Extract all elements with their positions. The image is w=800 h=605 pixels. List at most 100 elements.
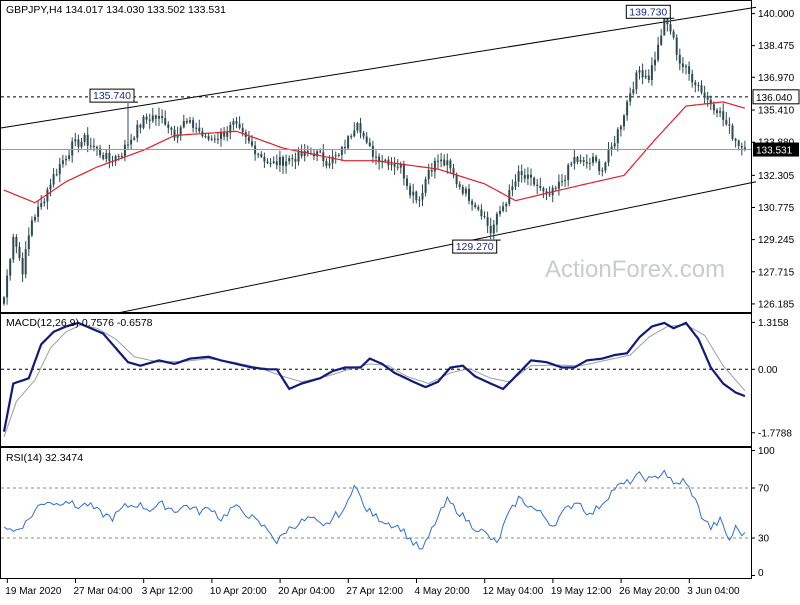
annotation-label: 129.270 [456, 241, 494, 253]
candle-body [716, 110, 718, 113]
candle-body [282, 156, 284, 166]
channel-upper-line [0, 6, 757, 129]
candle-body [288, 158, 291, 162]
candle-body [486, 217, 489, 226]
rsi-y-tick-label: 100 [758, 446, 775, 457]
candle-body [514, 181, 517, 187]
candle-body [337, 154, 340, 156]
candle-body [452, 168, 455, 175]
candle-body [660, 35, 663, 45]
candle-body [297, 151, 300, 162]
candle-body [96, 147, 98, 149]
candle-body [120, 155, 123, 157]
candle-body [9, 259, 12, 276]
candle-body [241, 127, 244, 133]
candle-body [158, 115, 160, 119]
candle-body [672, 31, 675, 38]
candle-body [216, 139, 219, 141]
candle-body [709, 99, 712, 105]
candle-body [731, 125, 734, 139]
candle-body [154, 115, 157, 119]
current-price-line: 133.531 [1, 142, 799, 157]
candle-body [247, 137, 250, 142]
candle-body [480, 209, 483, 217]
candle-body [523, 174, 526, 179]
rsi-panel-title: RSI(14) 32.3474 [6, 452, 83, 464]
candle-body [455, 174, 458, 185]
candle-body [471, 200, 474, 205]
candle-body [619, 126, 622, 130]
candle-body [418, 199, 421, 201]
candle-body [269, 162, 272, 164]
resistance-price-label: 136.040 [756, 93, 793, 104]
candle-body [567, 164, 570, 180]
candle-body [235, 121, 238, 124]
ohlc-readout: 134.017 134.030 133.502 133.531 [62, 4, 226, 16]
candle-body [688, 66, 691, 74]
candle-body [592, 156, 594, 163]
rsi-y-tick-label: 70 [758, 484, 770, 495]
candle-body [468, 188, 470, 201]
candle-body [607, 149, 610, 163]
candle-body [133, 137, 136, 140]
candle-body [365, 136, 368, 143]
candle-body [3, 297, 5, 304]
candle-body [443, 159, 446, 166]
candle-body [55, 174, 58, 176]
candle-body [734, 138, 737, 141]
candle-body [678, 54, 681, 64]
candle-body [114, 156, 117, 162]
candle-body [669, 24, 672, 32]
price-y-tick-label: 138.475 [758, 41, 795, 52]
candle-body [706, 95, 709, 100]
candle-body [192, 120, 195, 128]
candle-body [502, 206, 505, 211]
candle-body [195, 127, 198, 129]
candle-body [344, 147, 346, 149]
candle-body [34, 216, 36, 221]
x-tick-label: 27 Mar 04:00 [74, 586, 133, 597]
candle-body [65, 158, 67, 161]
rsi-y-tick-label: 0 [758, 568, 764, 579]
candle-body [151, 115, 154, 121]
candle-body [117, 156, 120, 158]
candle-body [46, 189, 49, 202]
price-y-axis: 140.000138.475136.970135.410133.880132.3… [751, 9, 795, 310]
price-panel-title: GBPJPY,H4 134.017 134.030 133.502 133.53… [6, 4, 226, 16]
price-y-tick-label: 136.970 [758, 73, 795, 84]
macd-signal-line [3, 324, 746, 438]
candle-body [198, 127, 201, 132]
candle-body [424, 179, 427, 193]
x-tick-label: 3 Apr 12:00 [142, 586, 194, 597]
candle-body [164, 118, 167, 125]
annotation-box [89, 88, 135, 103]
price-channel [0, 6, 757, 338]
x-tick-label: 27 Apr 12:00 [346, 586, 403, 597]
candle-body [483, 216, 486, 218]
candle-body [629, 93, 632, 102]
candle-body [179, 127, 182, 135]
candle-body [142, 116, 145, 128]
candle-body [145, 116, 148, 120]
candle-body [232, 121, 235, 125]
candle-body [306, 150, 309, 154]
candle-body [421, 192, 424, 200]
annotation-label: 135.740 [93, 90, 131, 102]
candle-body [99, 148, 102, 156]
macd-y-tick-label: -1.7788 [758, 428, 792, 439]
candle-body [257, 154, 260, 156]
candle-body [189, 120, 191, 123]
candle-body [68, 155, 71, 159]
candle-body [15, 236, 18, 247]
candle-body [229, 124, 232, 133]
candle-body [80, 141, 83, 147]
annotation-label: 139.730 [629, 6, 667, 18]
candle-body [694, 82, 697, 86]
candle-body [378, 156, 381, 163]
candle-body [595, 156, 598, 162]
candle-body [285, 161, 288, 166]
candle-body [406, 178, 408, 186]
candle-body [223, 132, 226, 137]
x-tick-label: 3 Jun 04:00 [687, 586, 740, 597]
candle-body [536, 184, 539, 186]
